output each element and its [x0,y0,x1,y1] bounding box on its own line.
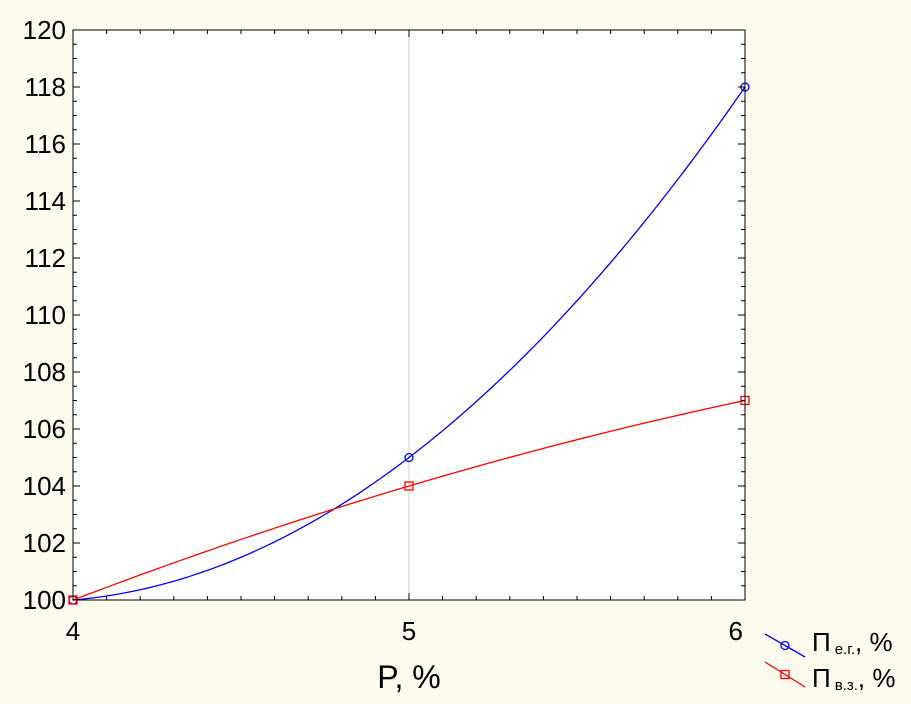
y-tick-label: 114 [25,186,66,216]
legend-symbol: П [812,627,831,657]
legend-line-1 [764,661,806,688]
x-tick-label: 6 [729,616,743,646]
y-tick-label: 116 [25,129,66,159]
y-tick-label: 106 [23,414,66,444]
legend-suffix: , % [855,627,893,657]
x-tick-label: 5 [402,616,416,646]
y-tick-label: 104 [23,471,66,501]
data-point [404,481,414,491]
y-tick-label: 108 [23,357,66,387]
legend-symbol: П [812,663,831,693]
y-tick-label: 102 [23,528,66,558]
y-tick-label: 110 [25,300,66,330]
series-line-0 [72,86,746,601]
ticks: 100 102 104 106 108 110 112 114 116 118 120 4 5 6 [23,15,746,646]
legend-suffix: , % [858,663,896,693]
data-point [404,452,414,463]
y-tick-label: 100 [23,585,66,615]
legend-marker-0 [780,640,790,651]
y-tick-label: 118 [25,72,66,102]
legend-subscript: е.г. [835,641,855,658]
y-tick-label: 112 [25,243,66,273]
x-tick-label: 4 [66,616,80,646]
legend-marker-1 [780,669,790,680]
legend-subscript: в.з. [835,677,858,694]
y-tick-label: 120 [23,15,66,45]
legend-line-0 [764,633,806,658]
x-axis-title: P, % [377,659,440,695]
series-line-1 [72,399,746,601]
series-layer [68,82,750,605]
